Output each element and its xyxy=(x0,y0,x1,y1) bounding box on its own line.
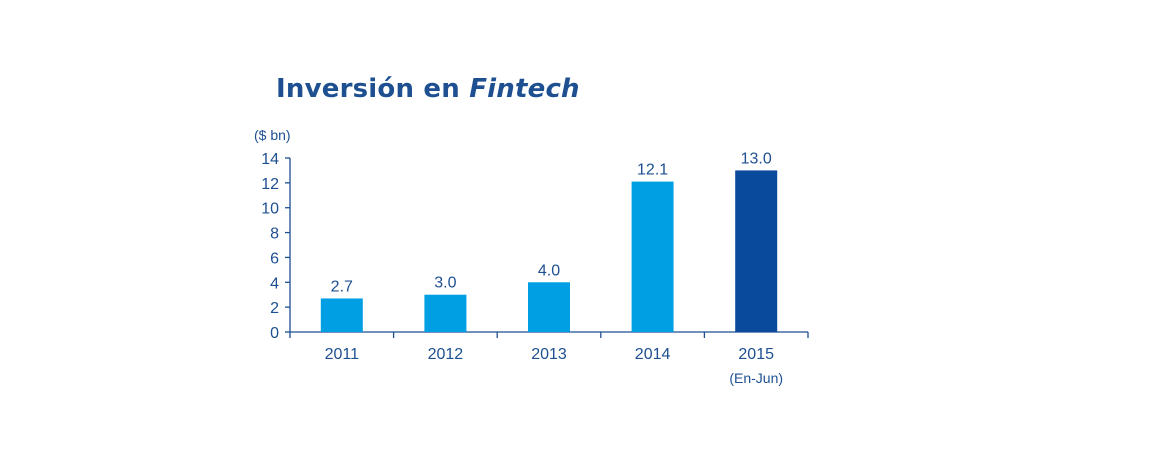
data-labels: 2.7 3.0 4.0 12.1 13.0 xyxy=(331,150,772,295)
x-tick-label: 2013 xyxy=(531,346,567,363)
y-axis: 0 2 4 6 8 10 12 14 xyxy=(261,151,291,342)
chart-title-emphasis: Fintech xyxy=(469,74,580,104)
x-tick-label: 2015 xyxy=(738,346,774,363)
bar-2014 xyxy=(631,181,674,332)
data-label-2012: 3.0 xyxy=(434,275,456,292)
y-tick-label: 6 xyxy=(270,250,279,267)
chart-title: Inversión en Fintech xyxy=(276,74,580,104)
y-axis-unit-label: ($ bn) xyxy=(254,127,291,143)
y-tick-label: 12 xyxy=(261,176,279,193)
data-label-2014: 12.1 xyxy=(637,162,668,179)
bar-2015 xyxy=(735,170,778,332)
bar-2012 xyxy=(424,294,467,332)
bar-2011 xyxy=(320,298,363,332)
data-label-2013: 4.0 xyxy=(538,262,560,279)
data-label-2015: 13.0 xyxy=(741,150,772,167)
y-tick-label: 4 xyxy=(270,275,279,292)
chart-title-main: Inversión en xyxy=(276,74,470,104)
x-tick-label: 2014 xyxy=(635,346,671,363)
y-tick-label: 2 xyxy=(270,300,279,317)
data-label-2011: 2.7 xyxy=(331,278,353,295)
y-tick-label: 10 xyxy=(261,201,279,218)
y-tick-label: 8 xyxy=(270,226,279,243)
y-tick-label: 0 xyxy=(270,325,279,342)
x-axis: 2011 2012 2013 2014 2015 (En-Jun) xyxy=(289,331,809,386)
x-tick-label: 2012 xyxy=(428,346,464,363)
x-tick-note: (En-Jun) xyxy=(729,370,783,386)
x-tick-label: 2011 xyxy=(325,346,360,363)
bar-2013 xyxy=(528,282,570,332)
y-tick-label: 14 xyxy=(261,151,279,168)
bars xyxy=(320,170,778,332)
